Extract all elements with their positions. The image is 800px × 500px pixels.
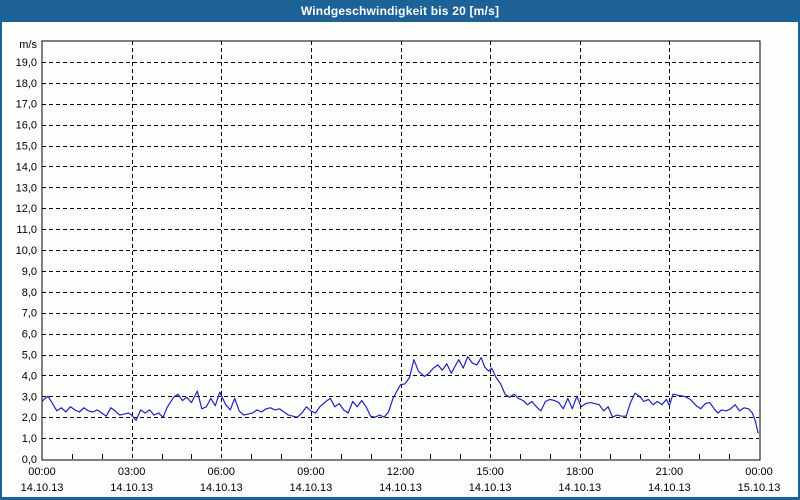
x-tick-time-label: 00:00 [28,466,56,478]
y-tick-label: 4,0 [22,370,37,382]
y-tick-label: 19,0 [16,57,37,69]
y-tick-label: 15,0 [16,141,37,153]
y-tick-label: 17,0 [16,99,37,111]
y-tick-label: 3,0 [22,391,37,403]
x-tick-time-label: 00:00 [745,466,773,478]
x-tick-time-label: 21:00 [656,466,684,478]
x-tick-date-label: 14.10.13 [379,482,422,494]
y-tick-label: 11,0 [16,224,37,236]
y-tick-label: 16,0 [16,120,37,132]
x-tick-time-label: 09:00 [297,466,325,478]
y-tick-label: 18,0 [16,78,37,90]
y-tick-label: 5,0 [22,350,37,362]
x-tick-time-label: 06:00 [207,466,235,478]
wind-speed-line [41,356,759,434]
chart-title-bar: Windgeschwindigkeit bis 20 [m/s] [2,0,798,22]
x-tick-date-label: 14.10.13 [289,482,332,494]
y-tick-label: 10,0 [16,245,37,257]
y-tick-label: 2,0 [22,412,37,424]
x-tick-time-label: 03:00 [118,466,146,478]
x-tick-date-label: 14.10.13 [558,482,601,494]
x-tick-date-label: 14.10.13 [110,482,153,494]
x-tick-date-label: 14.10.13 [469,482,512,494]
y-tick-label: 8,0 [22,287,37,299]
y-tick-label: 13,0 [16,182,37,194]
y-tick-label: 6,0 [22,329,37,341]
y-tick-label: 7,0 [22,308,37,320]
y-tick-label: 14,0 [16,161,37,173]
y-axis-unit-label: m/s [19,39,37,51]
y-tick-label: 9,0 [22,266,37,278]
x-tick-time-label: 12:00 [387,466,415,478]
y-tick-label: 0,0 [22,454,37,466]
x-tick-time-label: 15:00 [476,466,504,478]
y-tick-label: 1,0 [22,433,37,445]
x-tick-date-label: 14.10.13 [648,482,691,494]
x-tick-date-label: 14.10.13 [200,482,243,494]
x-tick-date-label: 15.10.13 [738,482,781,494]
x-tick-time-label: 18:00 [566,466,594,478]
y-tick-label: 12,0 [16,203,37,215]
x-tick-date-label: 14.10.13 [21,482,64,494]
chart-title: Windgeschwindigkeit bis 20 [m/s] [300,4,500,18]
plot-border [41,40,761,461]
